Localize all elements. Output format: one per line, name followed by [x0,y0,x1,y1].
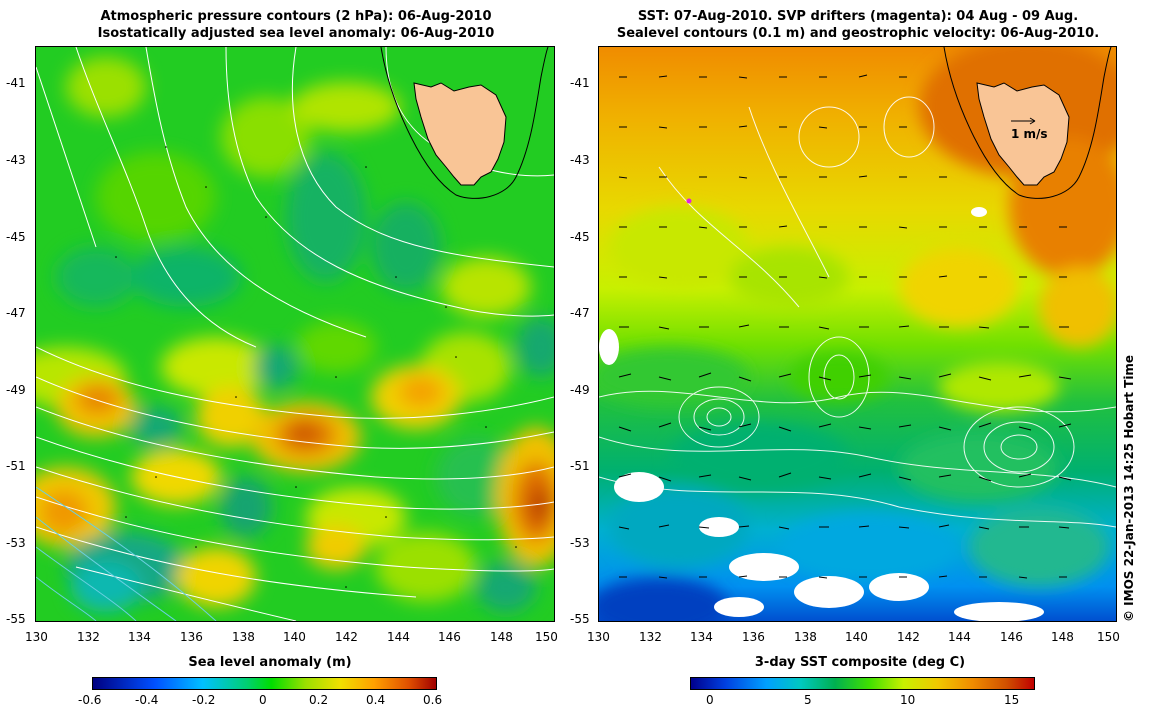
right-title-line2: Sealevel contours (0.1 m) and geostrophi… [616,26,1100,41]
sst-colorbar-title: 3-day SST composite (deg C) [754,655,966,670]
lon-tick: 138 [232,630,255,644]
sea-level-anomaly-map [35,46,555,622]
sla-tick: 0.6 [423,693,443,707]
sla-map-graphic [36,47,554,621]
velocity-scale-label: 1 m/s [1011,127,1048,141]
svp-drifter-marker [686,198,692,204]
sst-tick: 10 [900,693,916,707]
lat-tick: -49 [570,383,590,397]
lon-tick: 144 [387,630,410,644]
lon-tick: 148 [490,630,513,644]
lon-tick: 136 [180,630,203,644]
lat-tick: -41 [570,76,590,90]
geostrophic-velocity-arrows [618,74,1072,579]
velocity-scale-arrow [1011,117,1036,125]
sst-map-graphic [599,47,1116,621]
lon-tick: 142 [897,630,920,644]
sla-tick: -0.6 [78,693,102,707]
sst-map: 1 m/s [598,46,1117,622]
lat-tick: -47 [570,306,590,320]
lon-tick: 130 [587,630,610,644]
sst-tick: 0 [706,693,714,707]
low-pressure-contours [36,486,217,621]
lon-tick: 140 [283,630,306,644]
pressure-contours [36,47,554,621]
sla-colorbar [92,677,437,690]
lat-tick: -53 [6,536,26,550]
lon-tick: 134 [690,630,713,644]
sla-tick: -0.2 [192,693,216,707]
sla-tick: 0.4 [366,693,386,707]
cloud-mask [599,207,1044,621]
lon-tick: 150 [535,630,558,644]
left-title-line2: Isostatically adjusted sea level anomaly… [97,26,495,41]
lat-tick: -49 [6,383,26,397]
lon-tick: 130 [25,630,48,644]
shelf-contour [380,47,549,199]
lon-tick: 138 [794,630,817,644]
lon-tick: 140 [845,630,868,644]
lon-tick: 142 [335,630,358,644]
lat-tick: -55 [570,612,590,626]
lon-tick: 146 [438,630,461,644]
lon-tick: 132 [639,630,662,644]
sst-tick: 15 [1004,693,1020,707]
sst-colorbar [690,677,1035,690]
lon-tick: 144 [948,630,971,644]
lat-tick: -53 [570,536,590,550]
lat-tick: -43 [6,153,26,167]
left-title-line1: Atmospheric pressure contours (2 hPa): 0… [100,9,492,24]
sealevel-contours [599,96,1116,528]
lat-tick: -45 [6,230,26,244]
lon-tick: 134 [128,630,151,644]
lat-tick: -51 [6,459,26,473]
drifter-dots [115,146,517,588]
tasmania-land [976,82,1070,186]
lat-tick: -45 [570,230,590,244]
lon-tick: 150 [1097,630,1120,644]
lat-tick: -47 [6,306,26,320]
shelf-contour [943,47,1112,199]
imos-credit: © IMOS 22-Jan-2013 14:25 Hobart Time [1122,354,1136,622]
tasmania-land [413,82,507,186]
left-map-title: Atmospheric pressure contours (2 hPa): 0… [36,8,556,42]
lon-tick: 132 [77,630,100,644]
sst-field [599,47,1116,621]
lat-tick: -43 [570,153,590,167]
sla-field [36,57,554,612]
sla-tick: 0 [259,693,267,707]
right-map-title: SST: 07-Aug-2010. SVP drifters (magenta)… [598,8,1118,42]
sla-colorbar-title: Sea level anomaly (m) [188,655,352,670]
lat-tick: -55 [6,612,26,626]
lon-tick: 136 [742,630,765,644]
sla-tick: 0.2 [309,693,329,707]
lat-tick: -51 [570,459,590,473]
right-title-line1: SST: 07-Aug-2010. SVP drifters (magenta)… [637,9,1079,24]
lat-tick: -41 [6,76,26,90]
sst-tick: 5 [804,693,812,707]
lon-tick: 148 [1051,630,1074,644]
lon-tick: 146 [1000,630,1023,644]
sla-tick: -0.4 [135,693,159,707]
